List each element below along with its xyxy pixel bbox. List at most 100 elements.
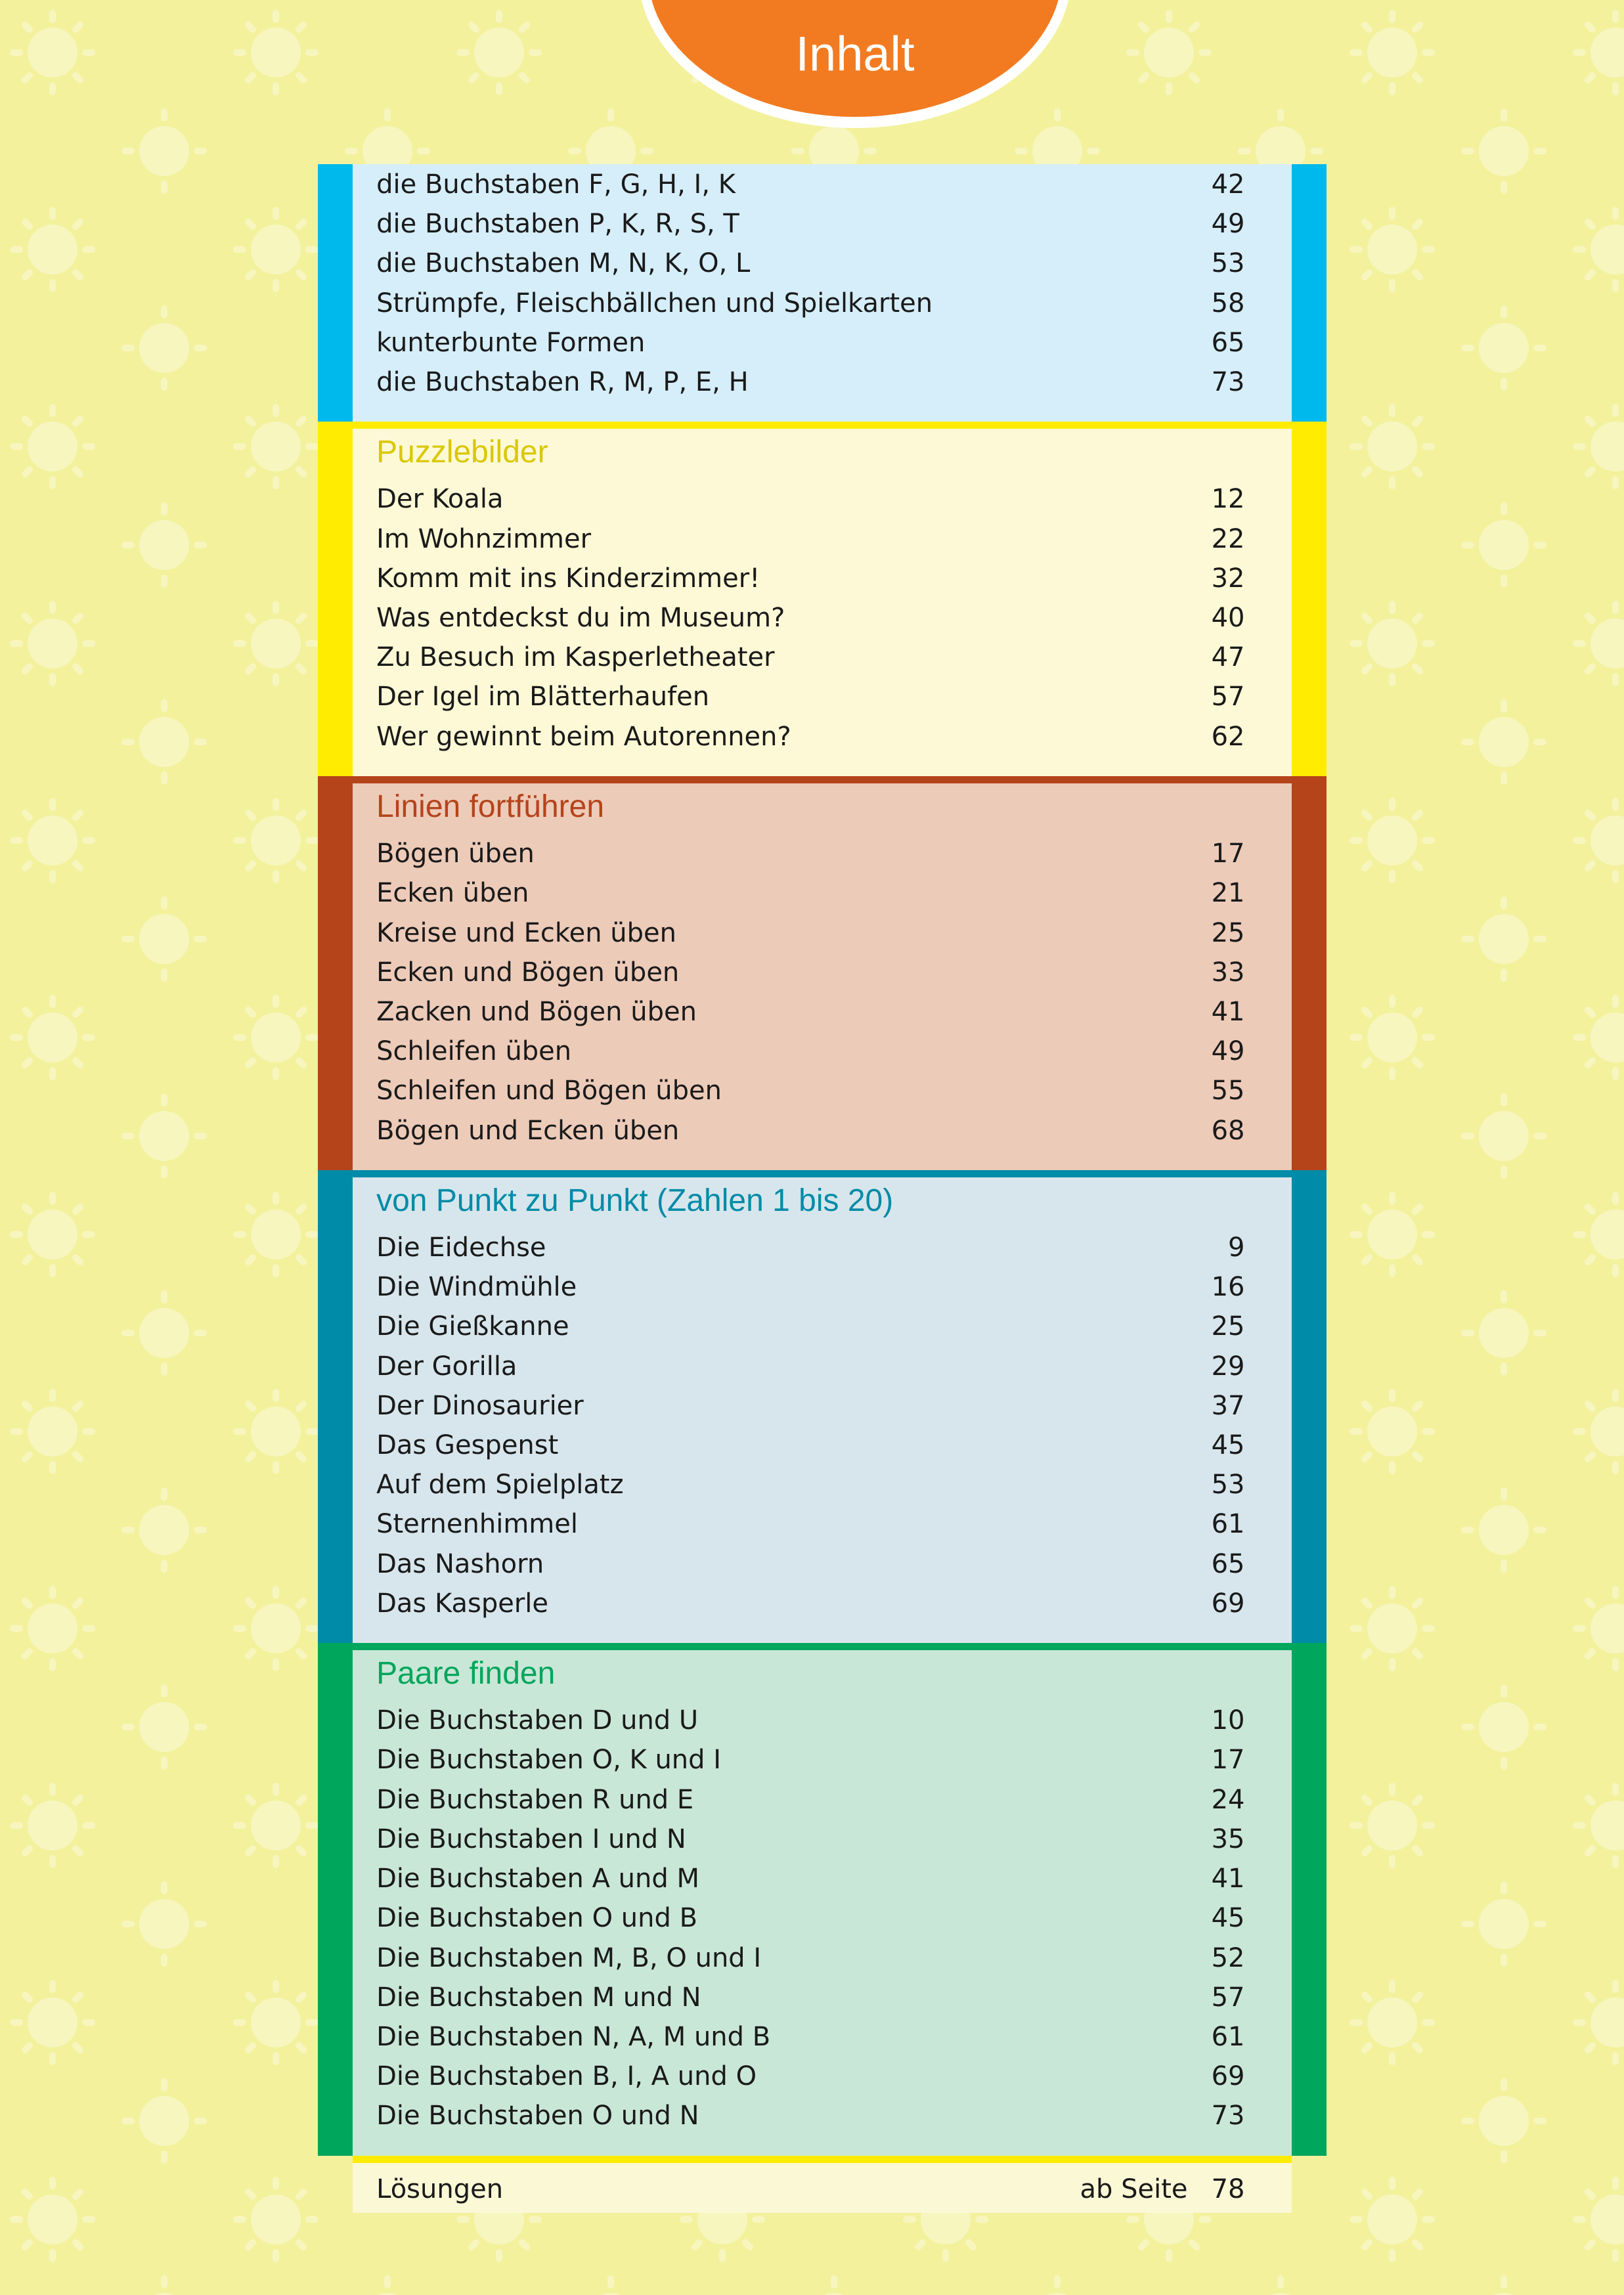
entry-label: Strümpfe, Fleischbällchen und Spielkarte… [376, 288, 933, 318]
entry-label: Sternenhimmel [376, 1509, 578, 1540]
entry-page: 52 [1211, 1942, 1245, 1973]
entry-page: 45 [1211, 1903, 1245, 1934]
entry-page: 16 [1211, 1272, 1245, 1303]
entry-label: Die Buchstaben B, I, A und O [376, 2061, 757, 2092]
footer-panel [353, 2162, 1292, 2213]
entry-label: Die Eidechse [376, 1232, 546, 1263]
entry-page: 29 [1211, 1351, 1245, 1382]
entry-label: Bögen und Ecken üben [376, 1115, 680, 1146]
footer-prefix: ab Seite [1080, 2174, 1188, 2204]
entry-label: Ecken üben [376, 878, 529, 909]
entry-label: Das Gespenst [376, 1430, 559, 1460]
entry-label: Die Buchstaben D und U [376, 1705, 699, 1736]
entry-label: Schleifen üben [376, 1036, 572, 1067]
entry-page: 41 [1211, 1864, 1245, 1894]
entry-page: 25 [1211, 1311, 1245, 1342]
entry-label: Ecken und Bögen üben [376, 957, 680, 988]
entry-label: die Buchstaben F, G, H, I, K [376, 169, 736, 200]
entry-page: 22 [1211, 523, 1245, 554]
entry-page: 61 [1211, 2021, 1245, 2052]
entry-label: kunterbunte Formen [376, 327, 646, 358]
entry-page: 10 [1211, 1705, 1245, 1736]
entry-page: 25 [1211, 917, 1245, 948]
entry-page: 73 [1211, 2101, 1245, 2131]
entry-label: Die Windmühle [376, 1272, 577, 1303]
section-title: Paare finden [376, 1655, 556, 1691]
entry-page: 40 [1211, 603, 1245, 634]
entry-label: Zacken und Bögen üben [376, 996, 697, 1027]
entry-label: Die Buchstaben M und N [376, 1982, 701, 2013]
entry-page: 62 [1211, 721, 1245, 752]
entry-page: 47 [1211, 642, 1245, 673]
entry-label: Die Buchstaben R und E [376, 1784, 694, 1815]
entry-page: 42 [1211, 169, 1245, 200]
entry-label: Die Buchstaben I und N [376, 1824, 686, 1854]
entry-page: 55 [1211, 1076, 1245, 1106]
section-title: Puzzlebilder [376, 435, 548, 470]
entry-page: 49 [1211, 1036, 1245, 1067]
entry-page: 68 [1211, 1115, 1245, 1146]
entry-page: 57 [1211, 682, 1245, 712]
entry-page: 21 [1211, 878, 1245, 909]
entry-label: Auf dem Spielplatz [376, 1470, 624, 1500]
entry-page: 17 [1211, 1745, 1245, 1776]
entry-label: Der Koala [376, 484, 504, 515]
entry-page: 45 [1211, 1430, 1245, 1460]
entry-label: Bögen üben [376, 839, 535, 869]
entry-page: 53 [1211, 248, 1245, 279]
entry-label: Die Gießkanne [376, 1311, 569, 1342]
entry-page: 33 [1211, 957, 1245, 988]
entry-label: Die Buchstaben O, K und I [376, 1745, 722, 1776]
entry-label: Schleifen und Bögen üben [376, 1076, 722, 1106]
entry-page: 9 [1228, 1232, 1245, 1263]
entry-label: Der Dinosaurier [376, 1390, 584, 1421]
entry-page: 35 [1211, 1824, 1245, 1854]
entry-label: Der Igel im Blätterhaufen [376, 682, 710, 712]
entry-label: Der Gorilla [376, 1351, 517, 1382]
entry-page: 32 [1211, 563, 1245, 594]
footer-label: Lösungen [376, 2174, 504, 2204]
entry-page: 73 [1211, 367, 1245, 398]
entry-page: 65 [1211, 1548, 1245, 1579]
entry-label: Das Kasperle [376, 1588, 549, 1619]
entry-label: die Buchstaben M, N, K, O, L [376, 248, 751, 279]
section-panel [353, 164, 1292, 422]
entry-page: 12 [1211, 484, 1245, 515]
entry-page: 69 [1211, 2061, 1245, 2092]
entry-page: 17 [1211, 839, 1245, 869]
entry-label: Die Buchstaben O und N [376, 2101, 699, 2131]
entry-label: die Buchstaben P, K, R, S, T [376, 209, 739, 240]
entry-label: die Buchstaben R, M, P, E, H [376, 367, 749, 398]
entry-label: Die Buchstaben O und B [376, 1903, 698, 1934]
entry-label: Die Buchstaben M, B, O und I [376, 1942, 762, 1973]
entry-page: 58 [1211, 288, 1245, 318]
entry-label: Wer gewinnt beim Autorennen? [376, 721, 791, 752]
footer-page: 78 [1211, 2174, 1245, 2204]
header-title: Inhalt [795, 27, 914, 81]
entry-page: 69 [1211, 1588, 1245, 1619]
section-panel [353, 1650, 1292, 2156]
entry-label: Was entdeckst du im Museum? [376, 603, 785, 634]
entry-label: Zu Besuch im Kasperletheater [376, 642, 775, 673]
entry-page: 37 [1211, 1390, 1245, 1421]
footer-line [353, 2155, 1292, 2163]
entry-page: 65 [1211, 327, 1245, 358]
section-panel [353, 429, 1292, 776]
entry-page: 61 [1211, 1509, 1245, 1540]
entry-page: 49 [1211, 209, 1245, 240]
section-title: von Punkt zu Punkt (Zahlen 1 bis 20) [376, 1183, 894, 1218]
entry-label: Komm mit ins Kinderzimmer! [376, 563, 760, 594]
entry-page: 53 [1211, 1470, 1245, 1500]
entry-page: 41 [1211, 996, 1245, 1027]
entry-label: Das Nashorn [376, 1548, 544, 1579]
entry-page: 57 [1211, 1982, 1245, 2013]
section-panel [353, 1177, 1292, 1644]
section-title: Linien fortführen [376, 789, 605, 824]
entry-label: Die Buchstaben A und M [376, 1864, 699, 1894]
entry-page: 24 [1211, 1784, 1245, 1815]
entry-label: Die Buchstaben N, A, M und B [376, 2021, 771, 2052]
section-panel [353, 783, 1292, 1170]
entry-label: Kreise und Ecken üben [376, 917, 676, 948]
entry-label: Im Wohnzimmer [376, 523, 592, 554]
